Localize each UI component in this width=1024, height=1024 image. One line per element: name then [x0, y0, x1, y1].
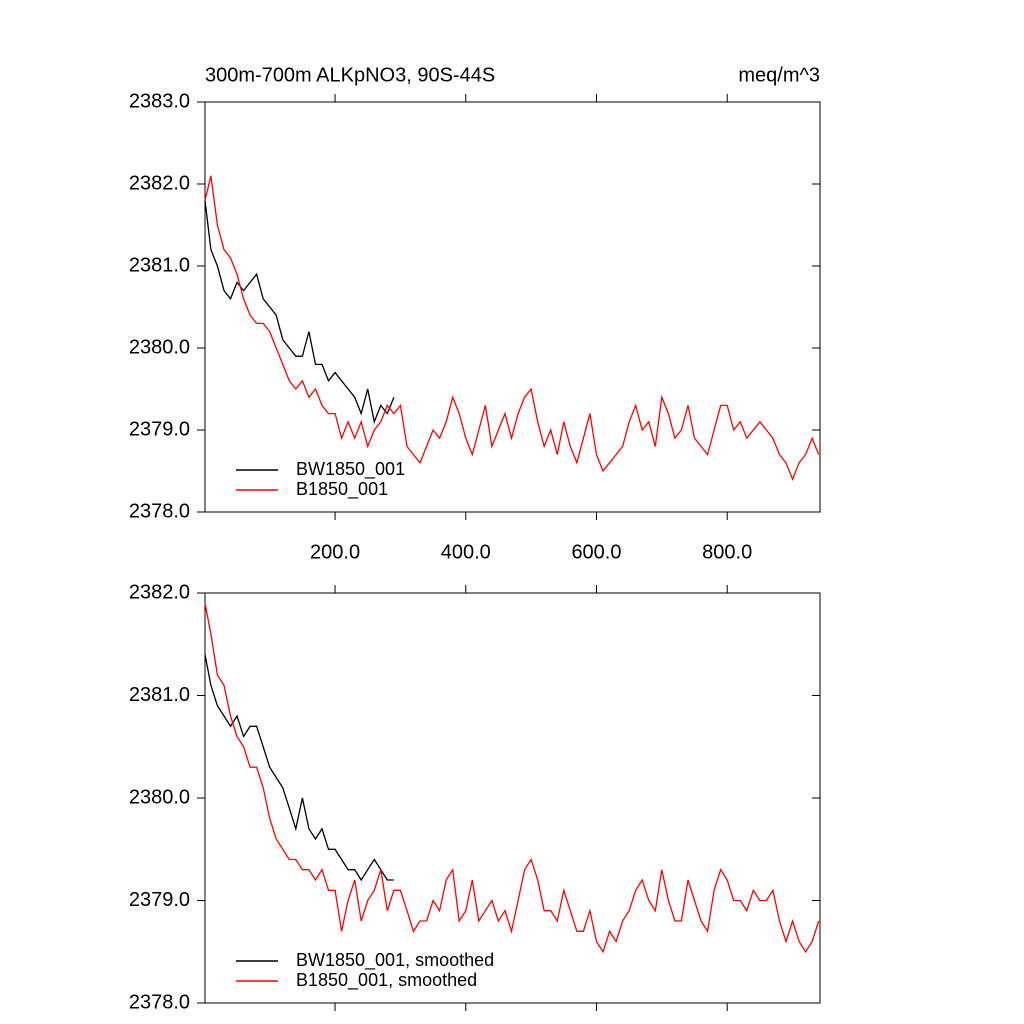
chart-title: 300m-700m ALKpNO3, 90S-44S [205, 64, 495, 86]
y-tick-label: 2378.0 [129, 991, 190, 1013]
data-line [204, 200, 395, 425]
plot-frame [204, 101, 821, 513]
y-tick-label: 2382.0 [129, 581, 190, 603]
legend-label: BW1850_001 [296, 459, 405, 480]
legend-label: B1850_001 [296, 479, 388, 500]
legend-label: BW1850_001, smoothed [296, 950, 494, 971]
data-line [204, 175, 820, 481]
y-tick-label: 2378.0 [129, 500, 190, 522]
plot-frame [204, 592, 821, 1004]
x-tick-label: 800.0 [702, 541, 752, 563]
data-line [204, 603, 820, 954]
data-line [204, 654, 394, 882]
y-tick-label: 2380.0 [129, 336, 190, 358]
y-tick-label: 2380.0 [129, 786, 190, 808]
x-tick-label: 200.0 [310, 541, 360, 563]
y-tick-label: 2382.0 [129, 172, 190, 194]
x-tick-label: 400.0 [441, 541, 491, 563]
x-tick-label: 600.0 [571, 541, 621, 563]
y-tick-label: 2379.0 [129, 418, 190, 440]
units-label: meq/m^3 [738, 64, 820, 86]
y-tick-label: 2379.0 [129, 889, 190, 911]
legend-label: B1850_001, smoothed [296, 970, 477, 991]
y-tick-label: 2381.0 [129, 684, 190, 706]
y-tick-label: 2383.0 [129, 90, 190, 112]
y-tick-label: 2381.0 [129, 254, 190, 276]
